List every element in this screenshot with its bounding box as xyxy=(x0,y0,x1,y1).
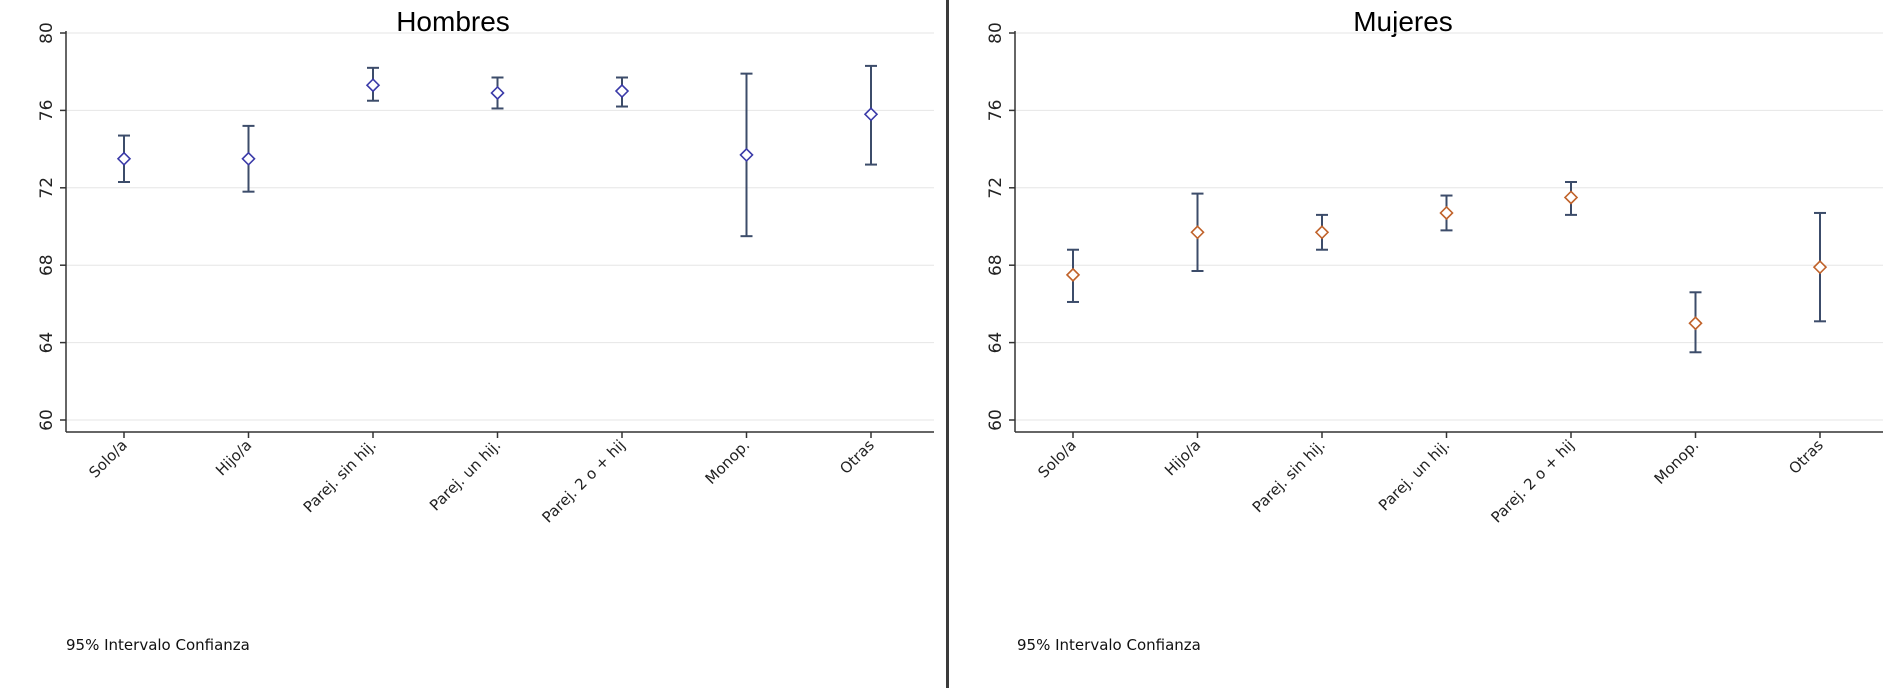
chart-title: Mujeres xyxy=(1353,6,1453,37)
panel-divider xyxy=(946,0,949,688)
chart-mujeres: Mujeres 60 64 68 72 76 80 Solo/a Hijo/a Parej. si… xyxy=(986,6,1883,526)
y-tick-label: 60 xyxy=(37,409,57,431)
y-tick-label: 80 xyxy=(37,22,57,44)
point-parej-un-hij xyxy=(1439,205,1454,221)
x-tick-label-parej-un-hij: Parej. un hij. xyxy=(426,436,504,514)
x-tick-label-monop: Monop. xyxy=(1651,436,1703,488)
y-tick-label: 64 xyxy=(37,332,57,354)
point-hijo-a xyxy=(1190,225,1205,240)
y-tick-label: 80 xyxy=(986,22,1006,44)
point-parej-2-o-hij xyxy=(614,83,630,99)
x-tick-label-parej-2-o-hij: Parej. 2 o + hij xyxy=(1487,436,1577,526)
point-monop xyxy=(1688,316,1703,331)
x-tick-label-parej-un-hij: Parej. un hij. xyxy=(1375,436,1453,514)
y-tick-label: 60 xyxy=(986,409,1006,431)
chart-panel-mujeres: Mujeres 60 64 68 72 76 80 Solo/a Hijo/a Parej. si… xyxy=(949,0,1897,688)
x-tick-label-parej-sin-hij: Parej. sin hij. xyxy=(1249,436,1329,516)
x-tick-label-solo-a: Solo/a xyxy=(1034,436,1079,481)
point-otras xyxy=(1812,260,1828,275)
x-tick-label-otras: Otras xyxy=(836,436,878,478)
x-tick-label-monop: Monop. xyxy=(702,436,754,488)
chart-title: Hombres xyxy=(396,6,510,37)
point-solo-a xyxy=(1065,267,1081,283)
y-tick-label: 68 xyxy=(986,254,1006,276)
point-hijo-a xyxy=(241,151,256,166)
y-tick-label: 76 xyxy=(986,100,1006,122)
chart-hombres: Hombres 60 64 68 72 76 80 Solo/a Hijo/a Parej. si… xyxy=(37,6,934,526)
point-parej-un-hij xyxy=(490,85,505,101)
point-solo-a xyxy=(116,151,132,166)
y-tick-label: 72 xyxy=(986,177,1006,199)
x-tick-label-parej-sin-hij: Parej. sin hij. xyxy=(300,436,380,516)
y-tick-label: 76 xyxy=(37,100,57,122)
chart-panel-hombres: Hombres 60 64 68 72 76 80 Solo/a Hijo/a Parej. si… xyxy=(0,0,948,688)
confidence-note: 95% Intervalo Confianza xyxy=(66,636,250,654)
x-tick-label-parej-2-o-hij: Parej. 2 o + hij xyxy=(538,436,628,526)
point-otras xyxy=(863,107,879,122)
x-tick-label-otras: Otras xyxy=(1785,436,1827,478)
point-monop xyxy=(739,147,754,163)
point-parej-2-o-hij xyxy=(1563,190,1579,205)
x-tick-label-hijo-a: Hijo/a xyxy=(212,436,255,479)
point-parej-sin-hij xyxy=(365,78,381,93)
y-tick-label: 64 xyxy=(986,332,1006,354)
x-tick-label-solo-a: Solo/a xyxy=(85,436,130,481)
point-parej-sin-hij xyxy=(1314,225,1330,240)
confidence-note: 95% Intervalo Confianza xyxy=(1017,636,1201,654)
x-tick-label-hijo-a: Hijo/a xyxy=(1161,436,1204,479)
y-tick-label: 72 xyxy=(37,177,57,199)
y-tick-label: 68 xyxy=(37,254,57,276)
